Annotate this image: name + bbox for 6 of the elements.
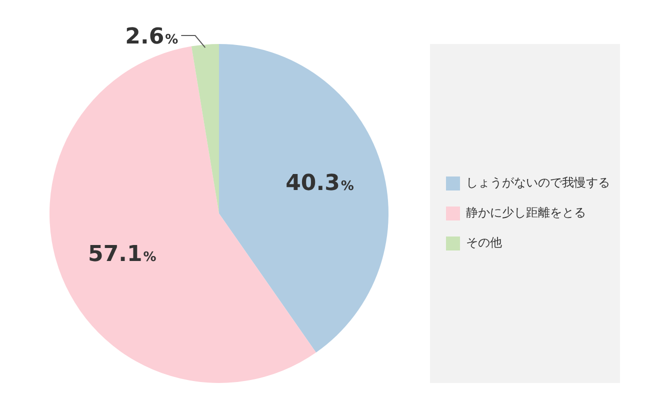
data-label: 2.6% xyxy=(125,24,178,50)
data-label: 57.1% xyxy=(88,242,156,268)
legend-label: その他 xyxy=(466,236,502,250)
legend-label: しょうがないので我慢する xyxy=(466,176,610,190)
data-label: 40.3% xyxy=(286,170,354,196)
legend-label: 静かに少し距離をとる xyxy=(466,206,586,220)
